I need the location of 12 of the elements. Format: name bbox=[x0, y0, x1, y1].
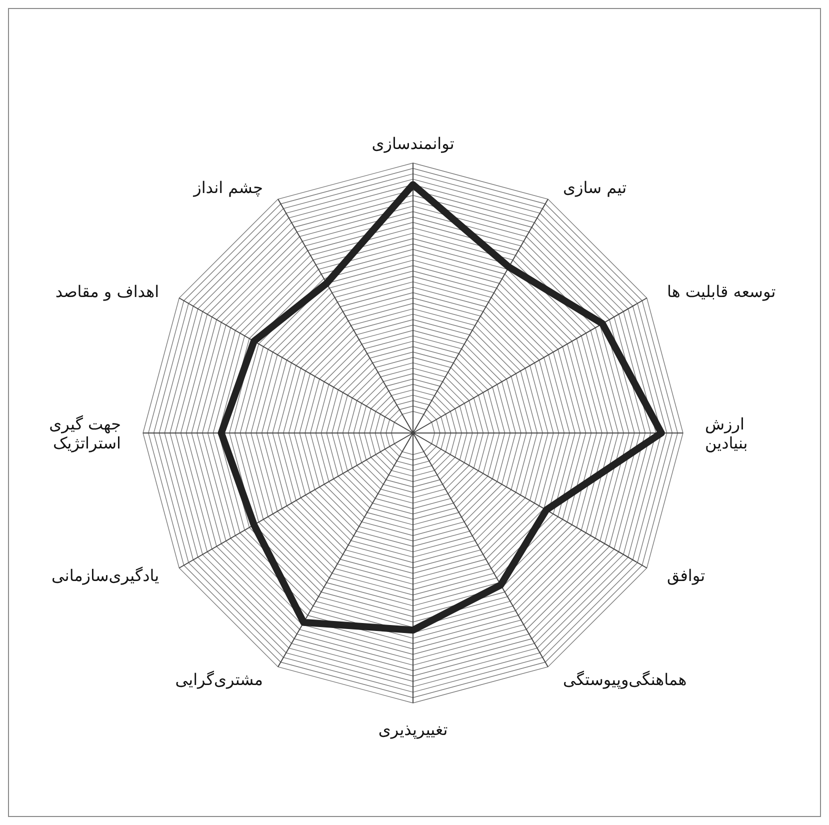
spoke-label: یادگیری‌سازمانی bbox=[52, 566, 160, 585]
spoke-label: هماهنگی‌وپیوستگی bbox=[563, 670, 687, 689]
spoke-label: توسعه قابلیت ها bbox=[666, 282, 776, 301]
spoke-label: ارزش بنیادین bbox=[705, 414, 748, 452]
spoke-label: توانمندسازی bbox=[372, 134, 454, 153]
spoke-label: چشم انداز bbox=[192, 178, 263, 198]
spoke-label: مشتری‌گرایی bbox=[175, 670, 263, 689]
spoke-label: اهداف و مقاصد bbox=[55, 282, 160, 301]
spoke-label: توافق bbox=[666, 566, 706, 585]
spoke-label: جهت گیری استراتژیک bbox=[49, 414, 121, 452]
spoke-label: تغییرپذیری bbox=[378, 720, 448, 739]
spoke-label: تیم سازی bbox=[563, 178, 627, 198]
